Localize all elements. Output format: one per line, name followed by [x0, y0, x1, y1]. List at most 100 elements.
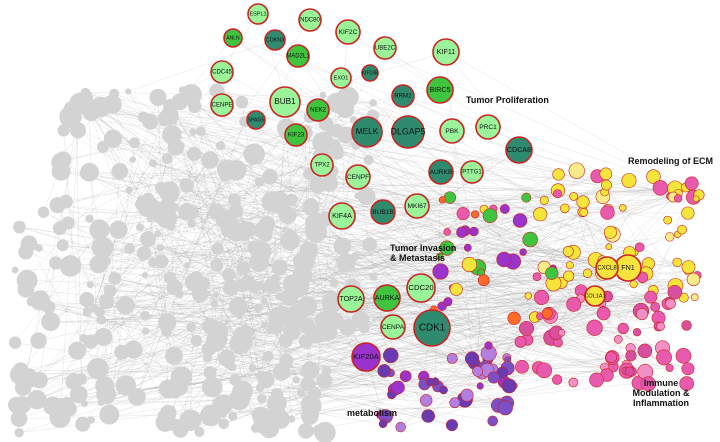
edge	[171, 51, 447, 135]
gray-node	[161, 153, 173, 165]
edge	[133, 349, 270, 429]
edge	[174, 326, 659, 392]
edge	[55, 262, 671, 304]
gray-node	[228, 411, 238, 421]
edge	[209, 159, 276, 326]
node	[596, 306, 611, 321]
gray-node	[154, 230, 162, 238]
edge	[148, 164, 322, 206]
gene-node	[284, 123, 308, 147]
node	[471, 210, 480, 219]
gray-node	[170, 366, 193, 389]
gene-label: NDC80	[300, 18, 320, 24]
edge	[355, 149, 520, 257]
gene-label: TOP2A	[339, 295, 363, 303]
gene-node	[426, 76, 454, 104]
gray-node	[187, 99, 202, 114]
node	[438, 196, 447, 204]
gray-node	[194, 426, 205, 437]
node	[449, 282, 463, 296]
edge	[39, 300, 452, 426]
edge	[336, 130, 627, 371]
gene-label: KIF2C	[339, 29, 358, 36]
gray-node	[215, 141, 226, 151]
edge	[493, 350, 645, 378]
node	[663, 215, 673, 225]
gray-node	[191, 271, 200, 280]
gray-node	[319, 323, 338, 341]
edge	[149, 218, 267, 381]
gray-node	[201, 341, 216, 357]
gray-node	[27, 389, 47, 410]
edge	[133, 349, 452, 426]
gray-node	[302, 198, 320, 216]
gray-node	[228, 389, 250, 411]
gray-node	[157, 410, 167, 419]
edge	[65, 169, 238, 202]
node	[589, 372, 604, 388]
gene-label: MKI67	[407, 203, 426, 210]
edge	[133, 267, 244, 350]
edge	[332, 302, 632, 372]
edge	[420, 198, 679, 289]
edge	[88, 109, 98, 369]
gray-node	[186, 146, 202, 162]
edge	[94, 97, 159, 309]
edge	[547, 273, 588, 314]
gray-node	[83, 306, 92, 315]
node	[566, 297, 582, 312]
gray-node	[8, 336, 22, 349]
edge	[454, 316, 551, 403]
node	[562, 246, 574, 257]
gene-label: CENPE	[212, 103, 233, 109]
edge	[101, 384, 425, 403]
gray-node	[254, 177, 265, 187]
gray-node	[257, 394, 267, 404]
edge	[547, 310, 641, 314]
edge	[27, 280, 602, 304]
edge	[160, 208, 505, 248]
gray-node	[336, 253, 356, 273]
gray-node	[10, 410, 28, 427]
gray-node	[260, 321, 268, 329]
node	[421, 409, 435, 423]
gene-node	[298, 8, 322, 32]
gray-node	[86, 281, 94, 289]
edge	[314, 394, 509, 407]
node	[677, 224, 687, 235]
gray-node	[142, 113, 159, 130]
gray-node	[56, 239, 69, 252]
gene-node	[595, 256, 619, 280]
edge	[310, 206, 623, 209]
edge	[261, 215, 491, 252]
gray-node	[357, 187, 376, 206]
gray-node	[210, 259, 224, 272]
gray-node	[141, 192, 155, 205]
edge	[260, 358, 453, 416]
gene-label: BUB1B	[372, 209, 394, 216]
gray-node	[276, 305, 289, 318]
gray-node	[139, 231, 157, 248]
edge	[333, 230, 466, 284]
node	[507, 311, 521, 325]
gray-node	[30, 332, 47, 349]
edge	[380, 371, 630, 415]
gray-node	[14, 428, 24, 438]
gray-node	[223, 359, 233, 369]
gray-node	[142, 327, 150, 335]
gray-node	[75, 373, 88, 385]
gray-node	[94, 328, 113, 347]
edge	[449, 197, 489, 359]
edge	[102, 152, 338, 248]
gray-node	[263, 277, 281, 295]
node	[553, 189, 563, 199]
gray-node	[187, 219, 196, 228]
gray-node	[218, 418, 230, 430]
edge	[295, 134, 636, 253]
edge	[271, 201, 607, 376]
gene-node	[413, 309, 451, 347]
node	[624, 366, 635, 377]
node	[617, 322, 629, 335]
edge	[369, 244, 483, 374]
